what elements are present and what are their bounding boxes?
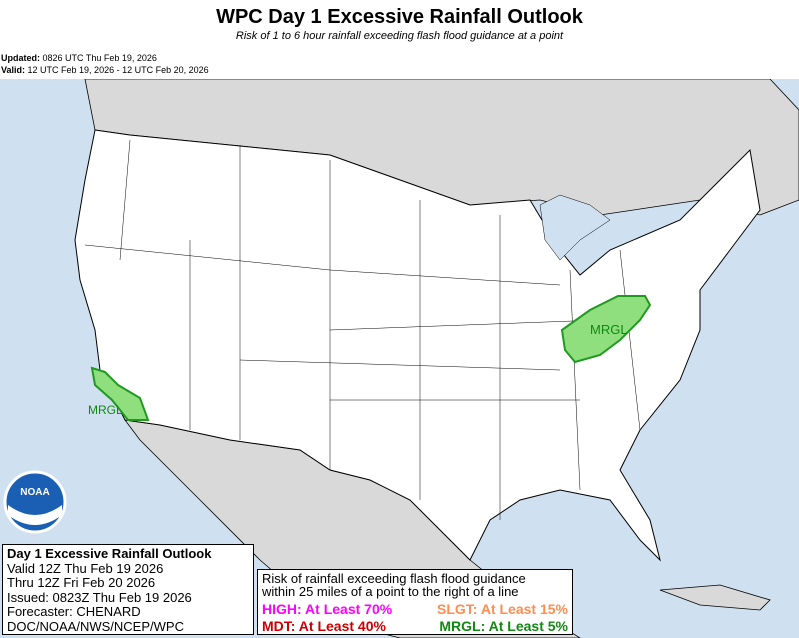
united-states	[74, 129, 761, 562]
legend-desc-2: within 25 miles of a point to the right …	[262, 584, 519, 599]
updated-value: 0826 UTC Thu Feb 19, 2026	[42, 53, 157, 63]
risk-legend: Risk of rainfall exceeding flash flood g…	[257, 569, 573, 635]
great-lakes	[539, 194, 611, 261]
legend-desc-1: Risk of rainfall exceeding flash flood g…	[262, 571, 526, 586]
mrgl-area-southern-california	[90, 366, 150, 421]
info-forecaster: Forecaster: CHENARD	[7, 604, 141, 619]
valid-label: Valid:	[1, 65, 26, 75]
cuba	[659, 584, 771, 611]
noaa-logo-text: NOAA	[20, 487, 49, 498]
page-title: WPC Day 1 Excessive Rainfall Outlook	[216, 6, 583, 28]
legend-slgt: SLGT: At Least 15%	[437, 601, 568, 617]
updated-line: Updated: 0826 UTC Thu Feb 19, 2026	[1, 53, 157, 63]
mrgl-label-east: MRGL	[590, 322, 628, 337]
info-issued: Issued: 0823Z Thu Feb 19 2026	[7, 589, 192, 605]
state-borders	[84, 139, 641, 520]
updated-label: Updated:	[1, 53, 40, 63]
legend-mdt: MDT: At Least 40%	[262, 618, 386, 634]
mrgl-area-ohio-valley	[560, 295, 652, 364]
info-title: Day 1 Excessive Rainfall Outlook	[7, 546, 212, 561]
info-agency: DOC/NOAA/NWS/NCEP/WPC	[7, 618, 184, 634]
legend-mrgl: MRGL: At Least 5%	[439, 618, 568, 634]
subtitle: Risk of 1 to 6 hour rainfall exceeding f…	[235, 30, 564, 42]
legend-high: HIGH: At Least 70%	[262, 601, 393, 617]
mrgl-label-west: MRGL	[88, 403, 123, 417]
info-valid: Valid 12Z Thu Feb 19 2026	[7, 560, 164, 576]
info-thru: Thru 12Z Fri Feb 20 2026	[7, 575, 156, 590]
valid-line: Valid: 12 UTC Feb 19, 2026 - 12 UTC Feb …	[1, 65, 209, 75]
noaa-logo: NOAA	[3, 470, 67, 534]
outlook-info-box: Day 1 Excessive Rainfall Outlook Valid 1…	[2, 544, 254, 635]
valid-value: 12 UTC Feb 19, 2026 - 12 UTC Feb 20, 202…	[27, 65, 209, 75]
